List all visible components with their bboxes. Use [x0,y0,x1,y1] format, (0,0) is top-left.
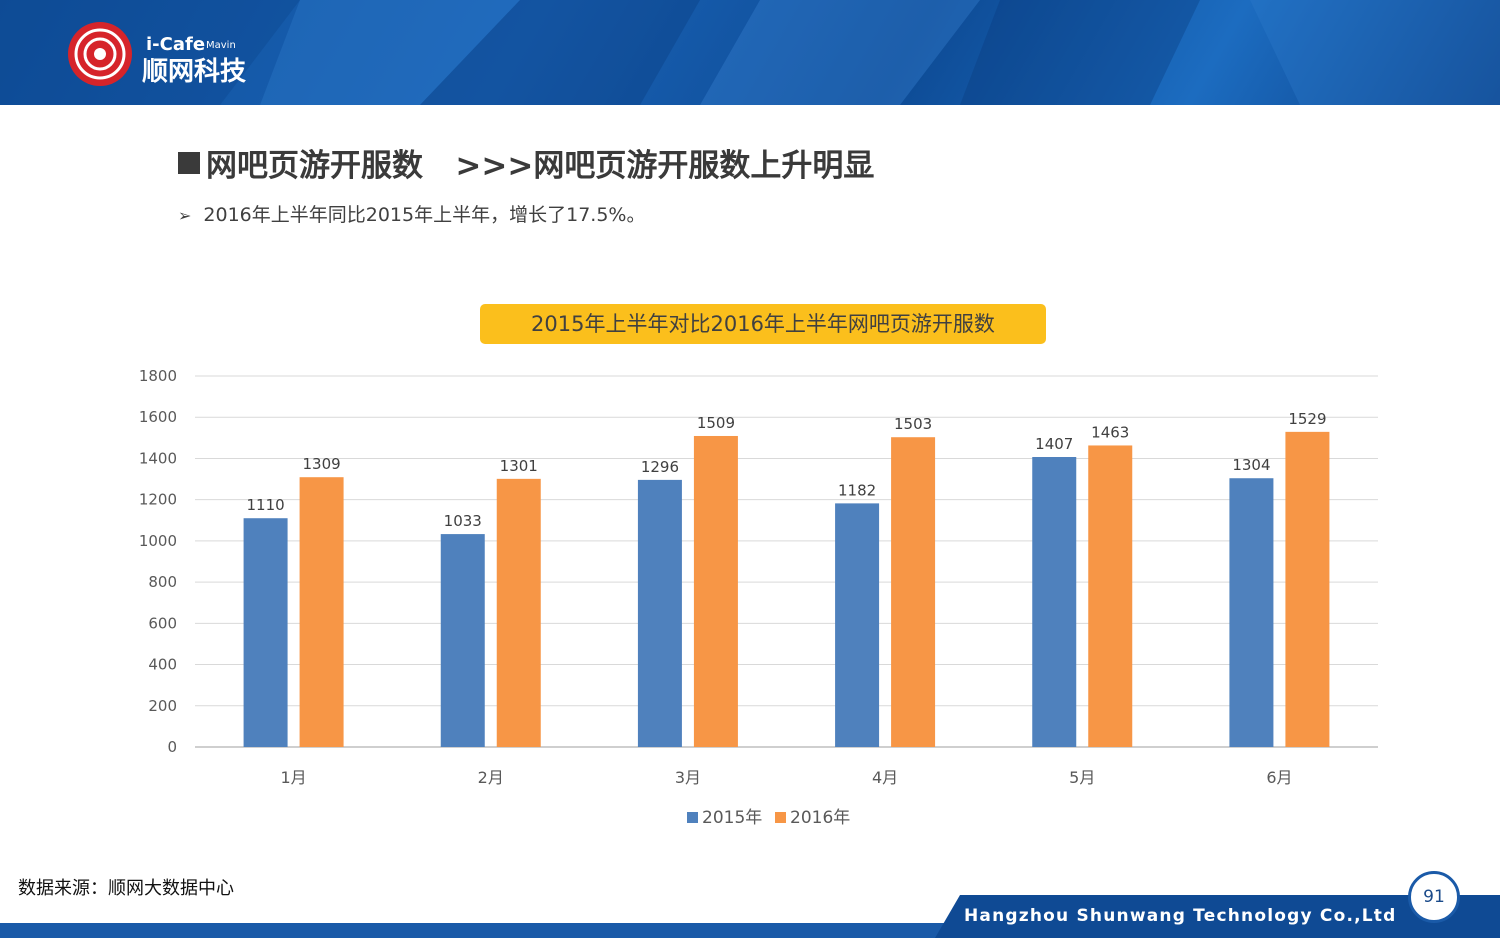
footer-band [0,895,1500,938]
data-label: 1110 [246,496,284,514]
bar-2015 [637,479,682,747]
svg-text:i-Cafe: i-Cafe [146,34,205,55]
y-tick-label: 0 [167,738,177,756]
bar-2015 [243,518,288,747]
y-tick-label: 800 [148,573,177,591]
x-tick-label: 6月 [1266,768,1292,787]
bar-2015 [835,503,880,747]
header-facets [0,0,1500,105]
bar-2016 [693,435,738,747]
x-tick-label: 3月 [675,768,701,787]
bar-2015 [1032,457,1077,747]
bar-2016 [496,478,541,747]
legend-swatch [775,812,786,823]
data-label: 1304 [1232,456,1270,474]
x-tick-label: 2月 [478,768,504,787]
data-label: 1033 [444,512,482,530]
bar-2015 [440,534,485,747]
page-title: 网吧页游开服数 >>>网吧页游开服数上升明显 [178,140,874,185]
data-label: 1463 [1091,423,1129,441]
page-number: 91 [1408,871,1460,923]
bar-2015 [1229,478,1274,747]
header-banner: i-Cafe Mavin 顺网科技 [0,0,1500,105]
y-tick-label: 200 [148,697,177,715]
bar-2016 [1285,431,1330,747]
logo-icon: i-Cafe Mavin 顺网科技 [68,22,246,87]
chart-title: 2015年上半年对比2016年上半年网吧页游开服数 [480,304,1046,344]
x-tick-label: 5月 [1069,768,1095,787]
x-tick-label: 1月 [280,768,306,787]
x-tick-label: 4月 [872,768,898,787]
bar-chart: 0 200 400 600 800 1000 1200 1400 1600 1800 1110 130… [139,367,1378,828]
data-label: 1301 [500,457,538,475]
company-name: Hangzhou Shunwang Technology Co.,Ltd [964,906,1397,926]
y-tick-label: 1400 [139,449,177,467]
data-label: 1509 [697,414,735,432]
legend-label: 2016年 [790,808,850,828]
data-label: 1529 [1288,410,1326,428]
data-source: 数据来源：顺网大数据中心 [18,878,234,899]
y-tick-label: 1800 [139,367,177,385]
legend-label: 2015年 [702,808,762,828]
title-subtitle: >>>网吧页游开服数上升明显 [455,148,875,184]
svg-text:顺网科技: 顺网科技 [142,57,246,87]
data-label: 1182 [838,481,876,499]
bar-2016 [299,477,344,747]
bullet-text: 2016年上半年同比2015年上半年，增长了17.5%。 [203,204,646,226]
bullet-item: ➢ 2016年上半年同比2015年上半年，增长了17.5%。 [178,200,645,227]
y-tick-label: 1200 [139,491,177,509]
y-tick-label: 600 [148,614,177,632]
legend-swatch [687,812,698,823]
y-tick-label: 1000 [139,532,177,550]
title-main: 网吧页游开服数 [206,148,423,184]
data-label: 1503 [894,415,932,433]
arrow-bullet-icon: ➢ [178,206,192,225]
bar-2016 [891,437,936,747]
data-label: 1296 [641,458,679,476]
company-logo: i-Cafe Mavin 顺网科技 [62,12,292,92]
bar-2016 [1088,445,1133,747]
y-tick-label: 400 [148,656,177,674]
data-label: 1407 [1035,435,1073,453]
title-square-icon [178,152,200,174]
y-tick-label: 1600 [139,408,177,426]
data-label: 1309 [302,455,340,473]
svg-text:Mavin: Mavin [206,40,236,51]
